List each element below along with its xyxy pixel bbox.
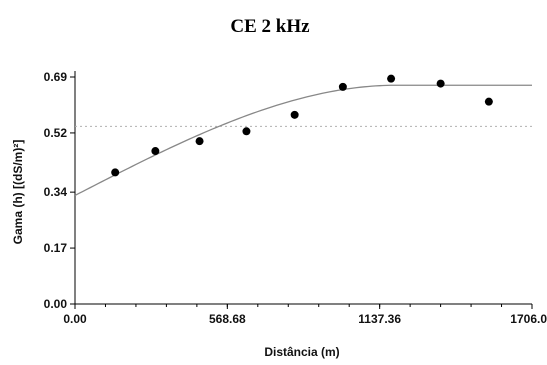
x-tick-label: 1706.04 — [510, 312, 547, 326]
data-point — [338, 82, 347, 91]
data-point — [387, 74, 396, 83]
data-point — [436, 79, 445, 88]
data-point — [151, 147, 160, 156]
chart-title: CE 2 kHz — [230, 16, 310, 37]
y-tick-label: 0.00 — [44, 297, 68, 311]
data-point — [111, 168, 120, 177]
x-tick-label: 1137.36 — [358, 312, 401, 326]
y-tick-label: 0.69 — [44, 70, 68, 84]
data-point — [242, 127, 251, 136]
x-tick-label: 568.68 — [209, 312, 246, 326]
y-axis-label: Gama (h) [(dS/m)²] — [11, 140, 25, 245]
plot-area: 0.00 0.17 0.34 0.52 0.69 0.00 568.68 1137.36 170… — [44, 70, 547, 326]
data-point — [195, 137, 204, 146]
x-axis-label: Distância (m) — [264, 345, 339, 359]
y-tick-label: 0.52 — [44, 126, 68, 140]
y-tick-label: 0.17 — [44, 241, 68, 255]
data-point — [484, 97, 493, 106]
y-tick-label: 0.34 — [44, 185, 68, 199]
model-curve — [74, 84, 532, 197]
x-tick-label: 0.00 — [63, 312, 87, 326]
data-point — [290, 110, 299, 119]
